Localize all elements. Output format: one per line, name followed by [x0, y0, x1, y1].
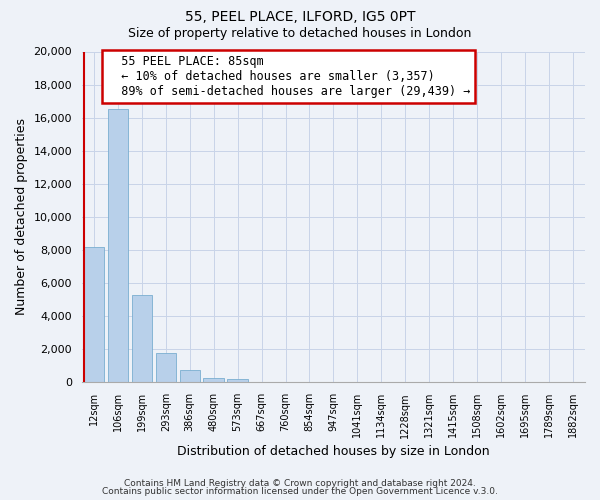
Bar — [179, 370, 200, 382]
Text: 55 PEEL PLACE: 85sqm
  ← 10% of detached houses are smaller (3,357)
  89% of sem: 55 PEEL PLACE: 85sqm ← 10% of detached h… — [107, 55, 470, 98]
Bar — [203, 378, 224, 382]
Text: 55, PEEL PLACE, ILFORD, IG5 0PT: 55, PEEL PLACE, ILFORD, IG5 0PT — [185, 10, 415, 24]
Bar — [227, 379, 248, 382]
Bar — [131, 294, 152, 382]
Bar — [107, 110, 128, 382]
Text: Size of property relative to detached houses in London: Size of property relative to detached ho… — [128, 28, 472, 40]
Y-axis label: Number of detached properties: Number of detached properties — [15, 118, 28, 316]
X-axis label: Distribution of detached houses by size in London: Distribution of detached houses by size … — [177, 444, 490, 458]
Bar — [83, 246, 104, 382]
Text: Contains public sector information licensed under the Open Government Licence v.: Contains public sector information licen… — [102, 487, 498, 496]
Text: Contains HM Land Registry data © Crown copyright and database right 2024.: Contains HM Land Registry data © Crown c… — [124, 478, 476, 488]
Bar — [155, 352, 176, 382]
